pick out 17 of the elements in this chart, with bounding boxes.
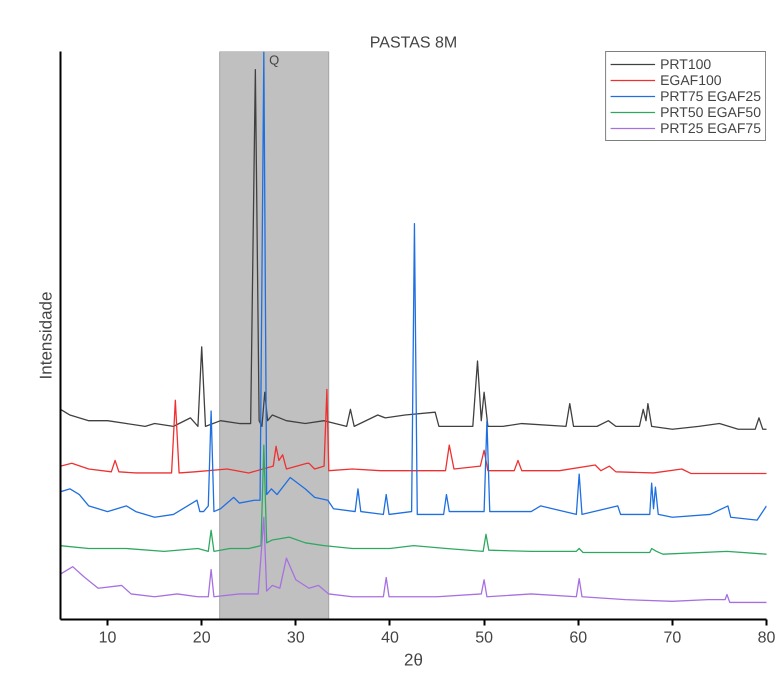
x-tick-label: 70 xyxy=(663,630,682,646)
legend-label: PRT75 EGAF25 xyxy=(660,88,761,104)
x-tick-label: 30 xyxy=(286,630,305,646)
legend-label: EGAF100 xyxy=(660,72,722,88)
x-tick-label: 20 xyxy=(192,630,211,646)
legend-label: PRT25 EGAF75 xyxy=(660,120,761,136)
x-axis-title: 2θ xyxy=(404,650,423,670)
band-label: Q xyxy=(269,52,280,68)
legend-label: PRT50 EGAF50 xyxy=(660,104,761,120)
x-tick-label: 10 xyxy=(98,630,117,646)
y-axis-title: Intensidade xyxy=(36,292,56,380)
x-tick-label: 60 xyxy=(569,630,588,646)
x-tick-label: 50 xyxy=(475,630,494,646)
x-tick-label: 40 xyxy=(381,630,399,646)
x-tick-label: 80 xyxy=(758,630,776,646)
legend-label: PRT100 xyxy=(660,56,712,72)
chart-title: PASTAS 8M xyxy=(370,34,458,52)
